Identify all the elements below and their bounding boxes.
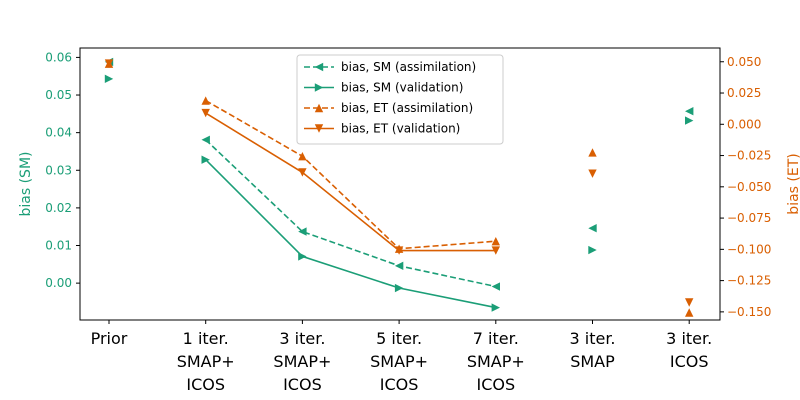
x-tick-label-line: 3 iter. — [569, 329, 615, 348]
y-axis-right-label: bias (ET) — [786, 153, 800, 214]
y-right-tick-label: 0.025 — [727, 86, 761, 100]
x-tick-label-line: SMAP+ — [467, 352, 525, 371]
y-left-tick-label: 0.06 — [45, 50, 72, 64]
y-right-tick-label: −0.025 — [727, 149, 771, 163]
x-tick-label-line: 7 iter. — [473, 329, 519, 348]
series-1-point — [394, 283, 404, 293]
series-line-2 — [205, 99, 496, 250]
series-line-1 — [205, 159, 496, 309]
series-1-point — [104, 74, 114, 84]
series-2-point — [201, 96, 210, 105]
y-right-tick-label: −0.150 — [727, 305, 771, 319]
y-left-tick-label: 0.00 — [45, 276, 72, 290]
x-tick-label: 3 iter. SMAP — [569, 329, 615, 371]
y-right-tick-label: −0.100 — [727, 242, 771, 256]
series-0-point — [491, 282, 500, 291]
y-right-tick-label: −0.075 — [727, 211, 771, 225]
x-tick-label-line: 3 iter. — [279, 329, 325, 348]
x-tick-label: 5 iter. SMAP+ ICOS — [370, 329, 428, 394]
series-3-point — [394, 246, 404, 255]
series-3-point — [588, 169, 597, 178]
x-tick-label-line: ICOS — [283, 375, 322, 394]
x-tick-label-line: ICOS — [476, 375, 515, 394]
series-markers — [104, 57, 694, 317]
x-tick-label: 1 iter. SMAP+ ICOS — [177, 329, 235, 394]
x-tick-label-line: ICOS — [670, 352, 709, 371]
plot-frame — [79, 47, 721, 321]
legend-marker — [314, 62, 324, 72]
x-tick-label-line: SMAP — [570, 352, 615, 371]
legend-marker — [314, 83, 324, 92]
series-0-point — [394, 261, 404, 271]
series-1-point — [588, 245, 597, 255]
legend-marker — [314, 124, 324, 133]
legend-box — [296, 54, 504, 145]
series-0-point — [588, 224, 597, 233]
series-3-point — [491, 246, 500, 255]
x-tick-label-line: ICOS — [380, 375, 419, 394]
x-tick-label: 3 iter. SMAP+ ICOS — [273, 329, 331, 394]
x-tick-label-line: SMAP+ — [177, 352, 235, 371]
x-tick-label: 7 iter. SMAP+ ICOS — [467, 329, 525, 394]
y-left-tick-label: 0.04 — [45, 126, 72, 140]
series-2-point — [588, 148, 597, 157]
series-3-point — [298, 168, 307, 177]
y-right-tick-label: −0.050 — [727, 180, 771, 194]
legend-marker — [314, 103, 324, 113]
series-3-point — [104, 59, 114, 68]
legend-label: bias, SM (validation) — [341, 81, 463, 95]
y-right-tick-label: −0.125 — [727, 274, 771, 288]
series-3-point — [685, 298, 694, 307]
x-tick-label-line: 5 iter. — [376, 329, 422, 348]
series-1-point — [685, 116, 694, 125]
series-2-point — [491, 237, 500, 246]
series-0-point — [685, 107, 694, 116]
y-left-tick-label: 0.03 — [45, 163, 72, 177]
x-tick-label-line: SMAP+ — [370, 352, 428, 371]
series-2-point — [685, 308, 694, 317]
legend-label: bias, ET (assimilation) — [341, 101, 473, 115]
y-axis-right: 0.050 0.025 0.000 −0.025 −0.050 −0.075 −0.100 −… — [720, 55, 771, 319]
x-tick-label: 3 iter. ICOS — [666, 329, 712, 371]
x-tick-label-line: ICOS — [186, 375, 225, 394]
series-line-3 — [205, 112, 496, 252]
x-tick-label-line: SMAP+ — [273, 352, 331, 371]
series-0-point — [298, 227, 307, 236]
series-1-point — [491, 303, 500, 312]
legend-label: bias, SM (assimilation) — [341, 60, 476, 74]
series-line-0 — [205, 139, 496, 288]
x-tick-label-line: 1 iter. — [183, 329, 229, 348]
legend-label: bias, ET (validation) — [341, 122, 460, 136]
y-left-tick-label: 0.02 — [45, 201, 72, 215]
y-right-tick-label: 0.050 — [727, 55, 761, 69]
x-tick-label: Prior — [91, 329, 128, 348]
x-tick-label-line: Prior — [91, 329, 128, 348]
y-axis-left: 0.00 0.01 0.02 0.03 0.04 0.05 0.06 — [45, 50, 80, 290]
series-2-point — [298, 151, 307, 161]
x-tick-label-line: 3 iter. — [666, 329, 712, 348]
y-left-tick-label: 0.01 — [45, 239, 72, 253]
series-lines — [205, 99, 496, 309]
y-left-tick-label: 0.05 — [45, 88, 72, 102]
series-1-point — [298, 252, 307, 261]
series-1-point — [201, 155, 210, 164]
series-0-point — [201, 135, 210, 144]
legend: bias, SM (assimilation) bias, SM (validat… — [296, 54, 504, 145]
y-axis-left-label: bias (SM) — [18, 152, 34, 217]
y-right-tick-label: 0.000 — [727, 117, 761, 131]
series-3-point — [201, 108, 210, 118]
